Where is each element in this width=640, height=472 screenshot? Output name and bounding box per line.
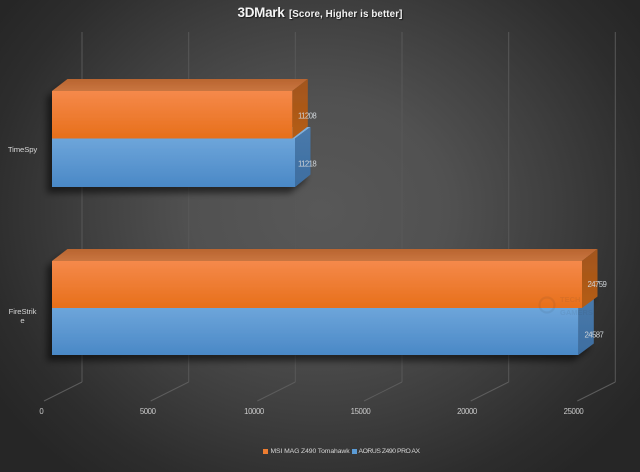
svg-text:11208: 11208 [298, 112, 316, 121]
svg-text:24759: 24759 [588, 280, 607, 289]
svg-text:24587: 24587 [585, 331, 604, 340]
svg-text:TECH: TECH [560, 295, 580, 304]
svg-text:GAMERS: GAMERS [560, 308, 593, 317]
svg-text:11218: 11218 [298, 160, 316, 169]
